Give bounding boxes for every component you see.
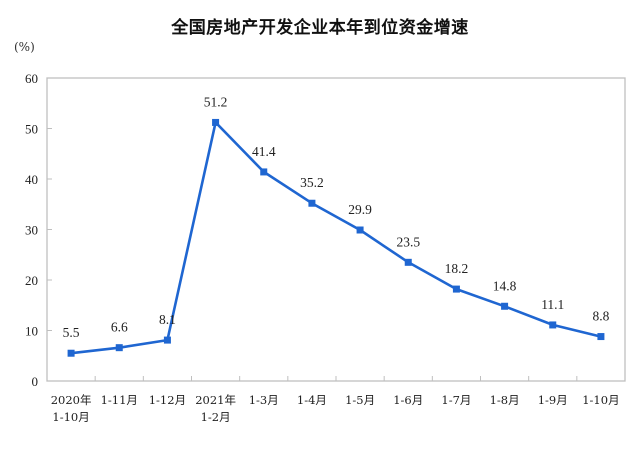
x-axis-label: 1-5月 — [330, 392, 390, 409]
x-axis-label-line: 1-5月 — [345, 393, 376, 407]
data-value-label: 8.8 — [592, 309, 609, 324]
x-axis-label: 1-3月 — [234, 392, 294, 409]
x-axis-label-line: 1-10月 — [582, 393, 620, 407]
data-point-marker — [212, 118, 220, 126]
x-axis-label: 1-9月 — [523, 392, 583, 409]
x-axis-label-line: 1-3月 — [248, 393, 279, 407]
data-point-marker — [308, 199, 316, 207]
data-value-label: 41.4 — [252, 144, 276, 159]
x-axis-label: 2020年 1-10月 — [41, 392, 101, 426]
y-tick-label: 20 — [25, 273, 38, 288]
x-axis-label: 1-8月 — [475, 392, 535, 409]
data-value-label: 35.2 — [300, 175, 324, 190]
x-axis-label-line: 1-9月 — [537, 393, 568, 407]
y-tick-label: 0 — [32, 374, 39, 389]
y-tick-label: 50 — [25, 122, 38, 137]
x-axis-label: 2021年 1-2月 — [186, 392, 246, 426]
data-point-marker — [452, 285, 460, 293]
x-axis-label-line: 2020年 — [50, 393, 92, 407]
data-value-label: 5.5 — [63, 325, 80, 340]
x-axis-label-line: 1-8月 — [489, 393, 520, 407]
x-axis-label: 1-7月 — [426, 392, 486, 409]
x-axis-label: 1-6月 — [378, 392, 438, 409]
data-point-marker — [549, 321, 557, 329]
x-axis-label: 1-11月 — [89, 392, 149, 409]
data-value-label: 8.1 — [159, 312, 176, 327]
y-tick-label: 60 — [25, 71, 38, 86]
data-point-marker — [115, 344, 123, 352]
x-axis-label-line: 1-2月 — [200, 410, 231, 424]
data-point-marker — [260, 168, 268, 176]
data-value-label: 6.6 — [111, 320, 128, 335]
plot-frame — [46, 77, 626, 382]
x-axis-label: 1-12月 — [137, 392, 197, 409]
data-value-label: 51.2 — [204, 94, 228, 109]
data-value-label: 11.1 — [541, 297, 564, 312]
data-value-label: 18.2 — [445, 261, 469, 276]
data-point-marker — [597, 333, 605, 341]
x-axis-label-line: 1-4月 — [296, 393, 327, 407]
data-point-marker — [67, 349, 75, 357]
data-value-label: 29.9 — [348, 202, 372, 217]
data-point-marker — [404, 258, 412, 266]
x-axis-label-line: 1-6月 — [393, 393, 424, 407]
data-value-label: 14.8 — [493, 278, 517, 293]
y-tick-label: 30 — [25, 223, 38, 238]
x-axis-label-line: 1-7月 — [441, 393, 472, 407]
data-point-marker — [356, 226, 364, 234]
chart-title: 全国房地产开发企业本年到位资金增速 — [171, 18, 469, 38]
x-axis-label: 1-10月 — [571, 392, 631, 409]
x-axis-label-line: 1-11月 — [100, 393, 138, 407]
y-axis-unit: (%) — [14, 40, 35, 54]
x-axis-label-line: 2021年 — [195, 393, 236, 407]
series-line — [70, 121, 602, 355]
data-point-marker — [163, 336, 171, 344]
x-axis-label: 1-4月 — [282, 392, 342, 409]
y-tick-label: 40 — [25, 172, 38, 187]
data-point-marker — [501, 302, 509, 310]
x-axis-label-line: 1-10月 — [52, 410, 90, 424]
y-tick-label: 10 — [25, 324, 38, 339]
x-axis-label-line: 1-12月 — [148, 393, 187, 407]
data-value-label: 23.5 — [396, 234, 420, 249]
